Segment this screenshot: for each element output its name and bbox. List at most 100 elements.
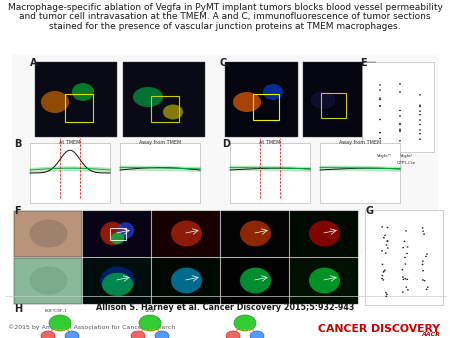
Ellipse shape <box>399 91 401 93</box>
Text: CZP1-Cre: CZP1-Cre <box>397 161 416 165</box>
Ellipse shape <box>419 94 421 96</box>
Ellipse shape <box>309 221 340 246</box>
Ellipse shape <box>381 226 383 228</box>
Ellipse shape <box>72 83 94 101</box>
Ellipse shape <box>157 329 159 331</box>
Text: Allison S. Harney et al. Cancer Discovery 2015;5:932-943: Allison S. Harney et al. Cancer Discover… <box>96 303 354 312</box>
Ellipse shape <box>379 89 381 91</box>
Ellipse shape <box>133 87 163 107</box>
Ellipse shape <box>422 231 424 232</box>
FancyBboxPatch shape <box>290 211 358 257</box>
Ellipse shape <box>379 105 381 107</box>
Ellipse shape <box>240 268 271 293</box>
FancyBboxPatch shape <box>230 143 310 203</box>
Ellipse shape <box>404 257 406 258</box>
Ellipse shape <box>403 279 405 280</box>
Ellipse shape <box>405 286 407 288</box>
Ellipse shape <box>387 227 388 228</box>
Ellipse shape <box>382 264 383 265</box>
Ellipse shape <box>30 266 68 295</box>
Text: F: F <box>14 206 21 216</box>
Ellipse shape <box>381 278 383 279</box>
Ellipse shape <box>379 105 381 107</box>
Ellipse shape <box>422 264 423 265</box>
Ellipse shape <box>407 289 409 291</box>
Ellipse shape <box>406 279 408 280</box>
FancyBboxPatch shape <box>14 258 82 304</box>
Ellipse shape <box>419 133 421 135</box>
Ellipse shape <box>419 114 421 115</box>
FancyBboxPatch shape <box>123 62 205 137</box>
Text: AACR: AACR <box>421 333 440 337</box>
Text: At TMEM: At TMEM <box>259 140 281 145</box>
Ellipse shape <box>252 329 254 331</box>
Ellipse shape <box>51 329 53 331</box>
Ellipse shape <box>387 247 389 249</box>
Ellipse shape <box>240 329 242 331</box>
FancyBboxPatch shape <box>290 258 358 304</box>
FancyBboxPatch shape <box>320 143 400 203</box>
Ellipse shape <box>406 253 408 254</box>
Ellipse shape <box>399 128 401 130</box>
Text: stained for the presence of vascular junction proteins at TMEM macrophages.: stained for the presence of vascular jun… <box>49 22 401 31</box>
Text: At TMEM: At TMEM <box>59 140 81 145</box>
Ellipse shape <box>405 230 407 232</box>
Ellipse shape <box>419 119 421 121</box>
Ellipse shape <box>63 329 65 331</box>
Ellipse shape <box>402 291 404 293</box>
Ellipse shape <box>59 329 61 331</box>
Ellipse shape <box>111 233 124 244</box>
Ellipse shape <box>379 119 381 120</box>
Ellipse shape <box>419 106 421 107</box>
Ellipse shape <box>309 268 340 293</box>
Ellipse shape <box>401 269 403 270</box>
Ellipse shape <box>423 234 425 235</box>
Ellipse shape <box>41 331 55 338</box>
Ellipse shape <box>67 329 69 331</box>
Ellipse shape <box>244 329 246 331</box>
Ellipse shape <box>426 289 428 290</box>
Text: Vegfaᵞ: Vegfaᵞ <box>400 154 413 158</box>
Ellipse shape <box>422 279 424 281</box>
Ellipse shape <box>240 221 271 246</box>
Ellipse shape <box>236 329 238 331</box>
Ellipse shape <box>145 329 147 331</box>
Text: ©2015 by American Association for Cancer Research: ©2015 by American Association for Cancer… <box>8 324 175 330</box>
Ellipse shape <box>153 329 155 331</box>
Ellipse shape <box>379 97 381 99</box>
Ellipse shape <box>405 263 406 265</box>
Text: Vegfaʷᵗ: Vegfaʷᵗ <box>377 154 392 158</box>
FancyBboxPatch shape <box>221 211 289 257</box>
Ellipse shape <box>419 111 421 112</box>
Ellipse shape <box>422 227 423 229</box>
Ellipse shape <box>49 315 71 331</box>
Ellipse shape <box>399 83 401 84</box>
Ellipse shape <box>379 132 381 134</box>
Text: EGF/CSF-1: EGF/CSF-1 <box>45 309 68 313</box>
Ellipse shape <box>384 235 386 236</box>
Ellipse shape <box>310 91 336 109</box>
Text: B: B <box>14 139 22 149</box>
Ellipse shape <box>419 129 421 131</box>
Ellipse shape <box>386 294 388 295</box>
Ellipse shape <box>385 252 387 254</box>
Ellipse shape <box>30 219 68 248</box>
Text: C: C <box>220 58 227 68</box>
Ellipse shape <box>419 104 421 106</box>
Ellipse shape <box>385 295 387 297</box>
Ellipse shape <box>399 124 401 125</box>
Ellipse shape <box>424 280 426 282</box>
Ellipse shape <box>387 240 388 242</box>
Ellipse shape <box>141 329 143 331</box>
Ellipse shape <box>404 241 405 242</box>
Ellipse shape <box>263 84 283 100</box>
Ellipse shape <box>399 140 401 142</box>
Ellipse shape <box>426 254 428 255</box>
Ellipse shape <box>425 256 427 257</box>
Ellipse shape <box>385 292 387 293</box>
Ellipse shape <box>149 329 151 331</box>
FancyBboxPatch shape <box>152 211 220 257</box>
Ellipse shape <box>427 286 429 288</box>
Ellipse shape <box>419 124 421 125</box>
FancyBboxPatch shape <box>30 143 110 203</box>
